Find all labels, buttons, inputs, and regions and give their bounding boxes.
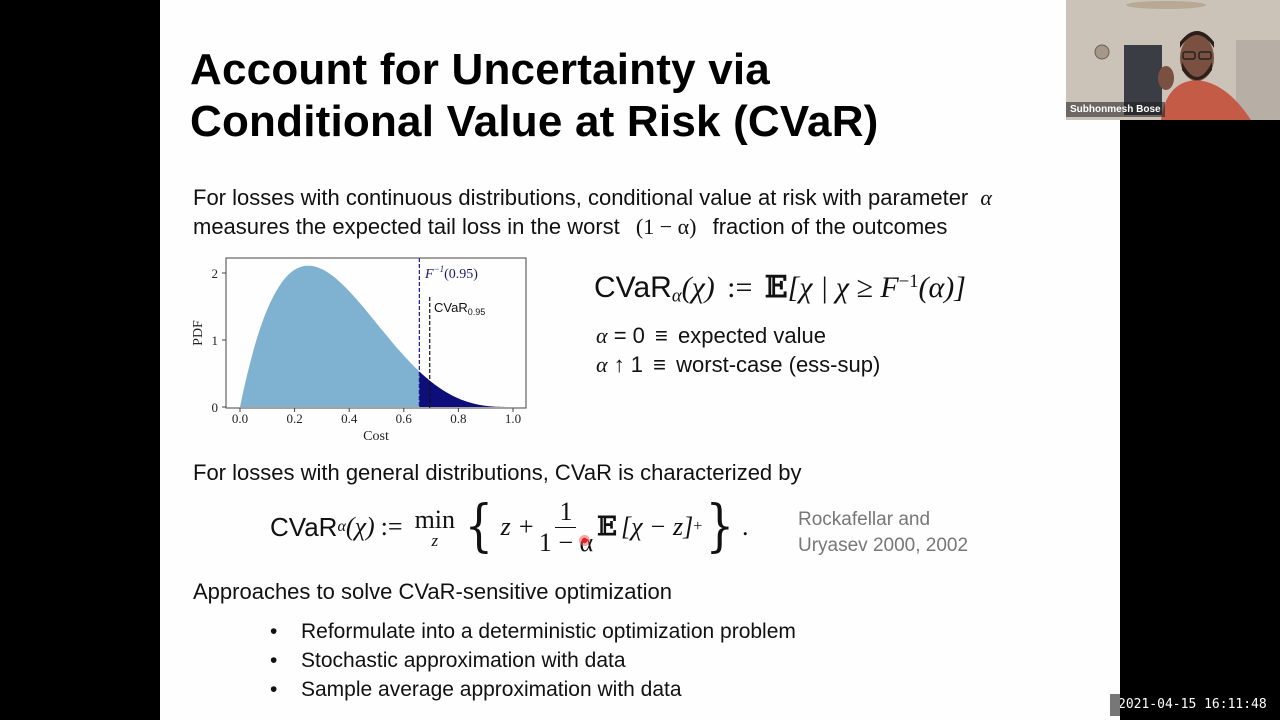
note-text: worst-case (ess-sup) xyxy=(676,352,881,377)
y-axis-ticks: 0 1 2 xyxy=(212,266,226,415)
approaches-list: Reformulate into a deterministic optimiz… xyxy=(270,617,796,704)
pointer-cursor xyxy=(579,535,590,546)
note-alpha-one: α ↑ 1 ≡ worst-case (ess-sup) xyxy=(596,352,880,378)
pdf-chart: F−1(0.95) CVaR0.95 0.0 0.2 0.4 0.6 0.8 1.0 0 1… xyxy=(191,257,527,444)
chart-frame xyxy=(225,257,527,409)
svg-text:0: 0 xyxy=(212,400,219,415)
equiv-symbol: ≡ xyxy=(655,323,668,348)
fraction: 1 1 − α xyxy=(539,497,593,558)
wall-clock-icon xyxy=(1094,44,1110,60)
svg-text:0.4: 0.4 xyxy=(341,411,358,426)
var-label: F−1(0.95) xyxy=(424,264,478,282)
inverse-superscript: −1 xyxy=(898,270,919,292)
general-distributions-heading: For losses with general distributions, C… xyxy=(193,460,802,485)
participant-video-tile[interactable]: Subhonmesh Bose xyxy=(1066,0,1280,120)
video-feed xyxy=(1066,0,1280,120)
fraction-numerator: 1 xyxy=(555,497,577,528)
svg-text:1.0: 1.0 xyxy=(505,411,521,426)
conditional-body: [χ | χ ≥ F xyxy=(787,271,899,304)
slide-title: Account for Uncertainty via Conditional … xyxy=(190,44,879,148)
argument: (χ) xyxy=(681,271,715,304)
close-brace: } xyxy=(705,494,735,559)
citation-line-2: Uryasev 2000, 2002 xyxy=(798,535,969,556)
person-hand xyxy=(1158,66,1174,90)
min-label: min xyxy=(414,505,456,534)
slide-title-line-2: Conditional Value at Risk (CVaR) xyxy=(190,97,879,146)
pdf-body-area xyxy=(240,265,420,407)
cvar-label: CVaR0.95 xyxy=(434,300,485,317)
plus-superscript: + xyxy=(693,518,703,535)
person-head xyxy=(1180,35,1214,81)
cvar-definition: CVaRα(χ) := 𝔼[χ | χ ≥ F−1(α)] xyxy=(594,270,966,308)
equiv-symbol: ≡ xyxy=(653,352,667,377)
intro-text: For losses with continuous distributions… xyxy=(193,185,969,210)
svg-text:2: 2 xyxy=(212,266,219,281)
note-text: expected value xyxy=(677,323,826,348)
svg-text:0.2: 0.2 xyxy=(286,411,302,426)
citation: Rockafellar and Uryasev 2000, 2002 xyxy=(798,507,968,559)
alpha-symbol: α xyxy=(596,323,608,348)
open-brace: { xyxy=(464,494,494,559)
period: . xyxy=(742,512,749,541)
x-axis-ticks: 0.0 0.2 0.4 0.6 0.8 1.0 xyxy=(232,408,521,426)
one-minus-alpha: (1 − α) xyxy=(635,214,697,239)
person-shirt xyxy=(1161,80,1251,120)
chart-plot-area: F−1(0.95) CVaR0.95 xyxy=(225,257,527,409)
alpha-symbol: α xyxy=(596,352,608,377)
cvar-symbol: CVaR xyxy=(270,511,338,542)
y-axis-label: PDF xyxy=(191,320,206,346)
cvar-symbol: CVaR xyxy=(594,271,672,304)
positive-part-bracket: [χ − z] xyxy=(620,512,694,541)
svg-text:0.0: 0.0 xyxy=(232,411,248,426)
ceiling-fan-icon xyxy=(1126,1,1206,9)
alpha-subscript: α xyxy=(337,518,346,535)
assign-op: := xyxy=(380,512,403,541)
intro-text-pre: measures the expected tail loss in the w… xyxy=(193,214,620,239)
presentation-slide: Account for Uncertainty via Conditional … xyxy=(160,0,1120,720)
svg-text:0.8: 0.8 xyxy=(450,411,466,426)
list-item: Stochastic approximation with data xyxy=(270,646,796,675)
pdf-tail-area xyxy=(419,371,513,407)
min-operator: min z xyxy=(414,505,456,550)
z-plus: z + xyxy=(500,512,535,541)
approaches-heading: Approaches to solve CVaR-sensitive optim… xyxy=(193,579,672,604)
note-op: = 0 xyxy=(613,323,645,348)
assign-op: := xyxy=(727,271,753,304)
alpha-argument: (α)] xyxy=(918,271,966,304)
intro-text-post: fraction of the outcomes xyxy=(712,214,948,239)
citation-line-1: Rockafellar and xyxy=(798,509,931,530)
expectation-symbol: 𝔼 xyxy=(597,512,617,542)
note-op: ↑ 1 xyxy=(613,352,644,377)
alpha-symbol: α xyxy=(980,185,992,210)
alpha-subscript: α xyxy=(671,285,682,307)
svg-text:0.6: 0.6 xyxy=(396,411,413,426)
intro-line-1: For losses with continuous distributions… xyxy=(193,185,992,211)
cvar-variational-formula: CVaR α (χ) := min z { z + 1 1 − α 𝔼 [χ − z… xyxy=(270,492,749,562)
x-axis-label: Cost xyxy=(363,429,389,444)
list-item: Sample average approximation with data xyxy=(270,675,796,704)
intro-line-2: measures the expected tail loss in the w… xyxy=(193,214,947,240)
min-subscript: z xyxy=(431,531,439,550)
note-alpha-zero: α = 0 ≡ expected value xyxy=(596,323,826,349)
svg-text:1: 1 xyxy=(212,333,219,348)
argument: (χ) xyxy=(345,512,375,541)
slide-title-line-1: Account for Uncertainty via xyxy=(190,45,770,94)
expectation-symbol: 𝔼 xyxy=(764,270,788,305)
recording-timestamp: 2021-04-15 16:11:48 xyxy=(1110,694,1273,716)
list-item: Reformulate into a deterministic optimiz… xyxy=(270,617,796,646)
participant-name-label: Subhonmesh Bose xyxy=(1066,102,1165,117)
